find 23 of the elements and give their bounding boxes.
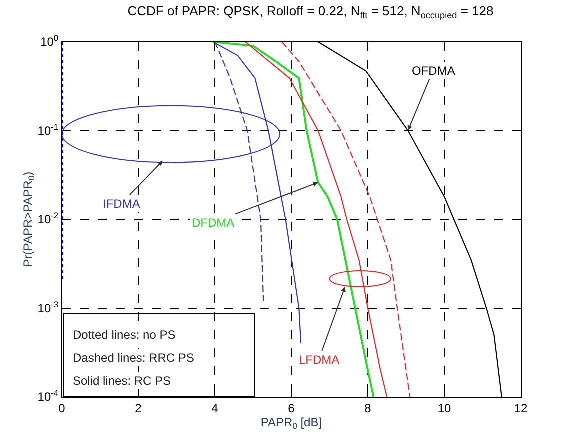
x-tick-label: 6 — [288, 401, 296, 416]
annotation: LFDMA — [299, 353, 340, 367]
annotation: OFDMA — [412, 64, 456, 78]
y-tick-label: 10$^{-3}$ — [38, 299, 59, 316]
x-axis-title: PAPR$_{0}$ [dB] — [260, 415, 322, 431]
x-tick-label: 8 — [364, 401, 372, 416]
chart-title: CCDF of PAPR: QPSK, Rolloff = 0.22, N$_{fft}$ = 512, N$_{occupied}$ = 128 — [128, 4, 494, 20]
annotation: IFDMA — [103, 197, 140, 211]
x-tick-label: 10 — [438, 401, 452, 416]
y-tick-label: 10$^{-4}$ — [38, 388, 59, 404]
y-tick-label: 10$^{-1}$ — [38, 122, 59, 138]
x-tick-label: 2 — [135, 401, 142, 416]
x-tick-label: 0 — [58, 401, 66, 416]
annotation: Dotted lines: no PS — [73, 328, 176, 342]
x-tick-label: 4 — [212, 401, 219, 416]
line-series — [281, 42, 411, 397]
x-tick-label: 12 — [514, 401, 528, 416]
annotation: Solid lines: RC PS — [73, 374, 172, 388]
annotation: Dashed lines: RRC PS — [73, 351, 194, 365]
annotation: DFDMA — [192, 216, 235, 230]
line-series — [245, 42, 388, 397]
y-tick-label: 10$^{-2}$ — [38, 210, 59, 227]
y-tick-label: 10$^{0}$ — [40, 33, 59, 50]
